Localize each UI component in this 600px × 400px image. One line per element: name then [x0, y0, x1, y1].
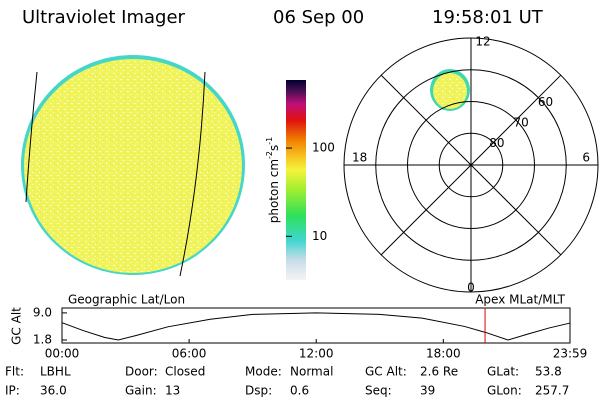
x-tick-label: 06:00: [172, 347, 207, 361]
status-value: 39: [420, 384, 435, 398]
status-label: GLon:: [487, 384, 522, 398]
mlt-label: 18: [352, 151, 367, 165]
y-tick-label: 1.8: [33, 332, 52, 346]
status-value: 257.7: [535, 384, 569, 398]
colorbar: [286, 80, 306, 280]
mlt-label: 0: [467, 281, 475, 295]
status-value: LBHL: [40, 365, 71, 379]
left-label: Geographic Lat/Lon: [68, 293, 185, 307]
lat-label: 60: [538, 95, 553, 109]
status-label: GC Alt:: [365, 365, 407, 379]
lat-label: 70: [514, 115, 529, 129]
status-label: GLat:: [487, 365, 519, 379]
status-value: 0.6: [290, 384, 309, 398]
colorbar-tick-label: 10: [312, 229, 327, 243]
mlt-label: 12: [475, 35, 490, 49]
altitude-line: [61, 312, 571, 341]
x-tick-label: 23:59: [553, 347, 588, 361]
status-value: 2.6 Re: [420, 365, 458, 379]
polar-spoke: [380, 74, 562, 256]
mlt-label: 6: [582, 151, 590, 165]
status-value: 13: [165, 384, 180, 398]
status-value: 36.0: [40, 384, 67, 398]
date: 06 Sep 00: [273, 7, 364, 28]
status-label: Flt:: [5, 365, 24, 379]
colorbar-label: photon cm-2s-1: [265, 137, 281, 224]
status-value: Closed: [165, 365, 205, 379]
status-value: Normal: [290, 365, 333, 379]
status-value: 53.8: [535, 365, 562, 379]
aurora-image: [433, 73, 467, 109]
status-label: Dsp:: [245, 384, 272, 398]
time: 19:58:01 UT: [432, 7, 544, 28]
lat-label: 80: [489, 136, 504, 150]
status-label: IP:: [5, 384, 20, 398]
status-label: Mode:: [245, 365, 282, 379]
colorbar-tick-label: 100: [312, 141, 335, 155]
x-tick-label: 12:00: [299, 347, 334, 361]
y-tick-label: 9.0: [33, 305, 52, 319]
status-label: Gain:: [125, 384, 157, 398]
title: Ultraviolet Imager: [22, 7, 186, 28]
right-label: Apex MLat/MLT: [475, 293, 565, 307]
earth-image: [21, 55, 245, 277]
y-label: GC Alt: [10, 307, 24, 345]
status-label: Door:: [125, 365, 158, 379]
status-label: Seq:: [365, 384, 392, 398]
x-tick-label: 00:00: [45, 347, 80, 361]
x-tick-label: 18:00: [426, 347, 461, 361]
